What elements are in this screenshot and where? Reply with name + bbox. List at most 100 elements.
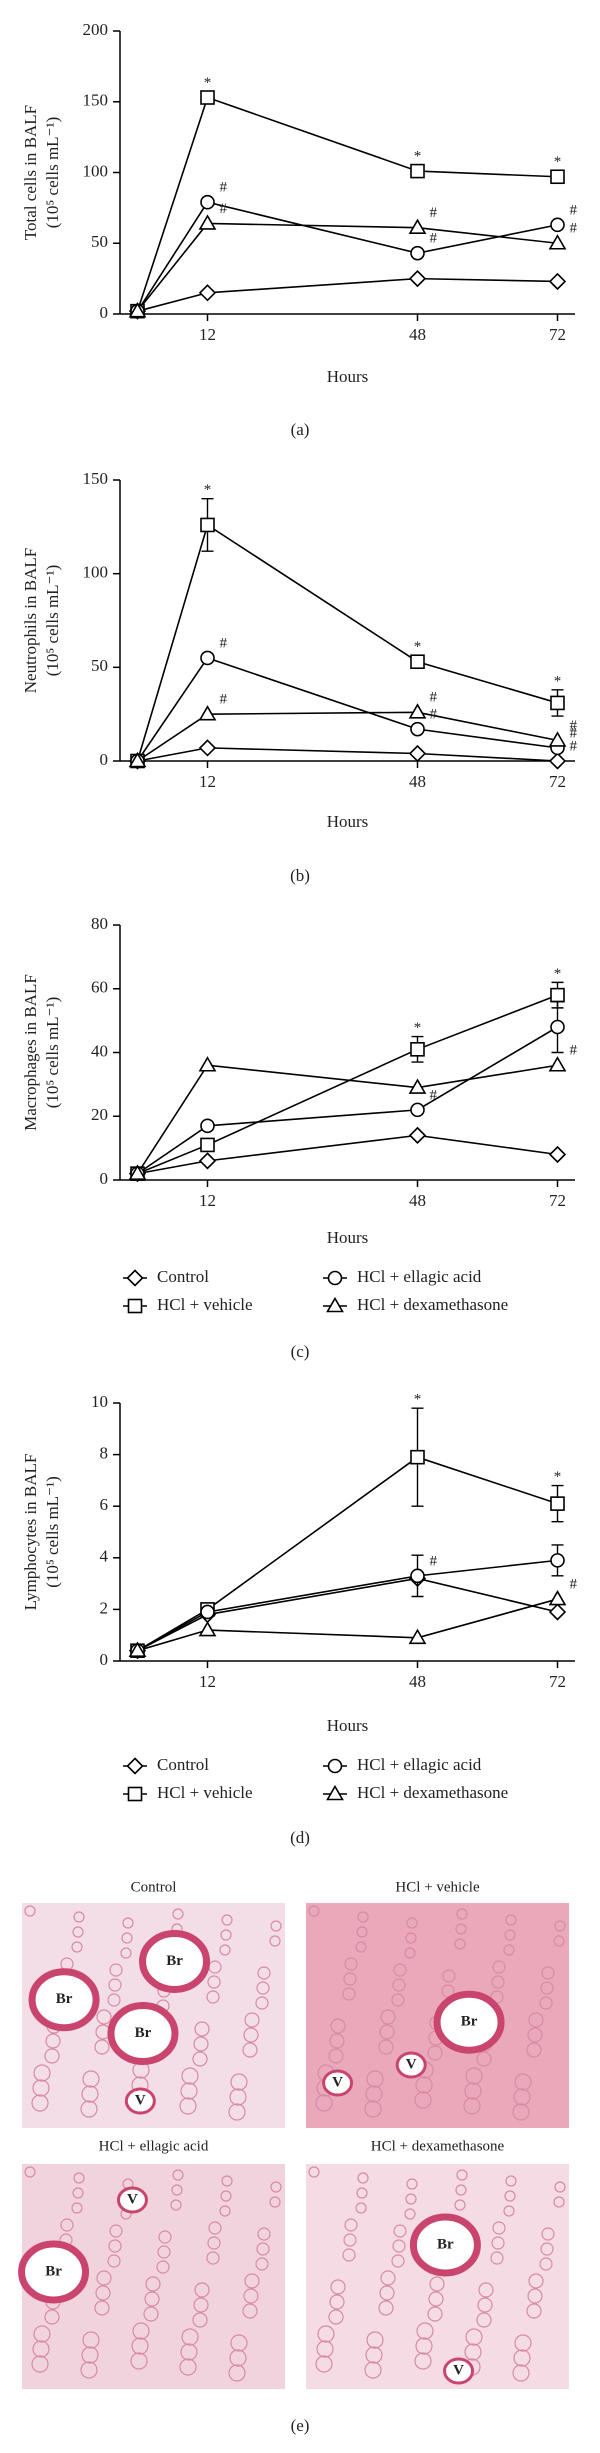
alveolus	[344, 1957, 358, 1971]
marker	[410, 1568, 425, 1584]
alveolus	[316, 2340, 334, 2358]
marker	[326, 1784, 344, 1801]
point-label: *	[554, 673, 562, 689]
marker	[198, 739, 217, 757]
alveolus	[194, 2021, 210, 2037]
alveolus	[242, 2042, 258, 2058]
point-label: #	[220, 201, 228, 217]
alveolus	[442, 1969, 456, 1983]
alveolus	[180, 2343, 198, 2361]
alveolus	[553, 2196, 565, 2208]
y-tick-label: 40	[91, 1041, 108, 1060]
series-line	[136, 222, 558, 312]
point-label: #	[430, 690, 438, 706]
alveolus	[31, 2094, 49, 2112]
alveolus	[180, 2082, 198, 2100]
alveolus	[157, 2245, 171, 2259]
alveolus	[94, 2300, 110, 2316]
alveolus	[255, 2257, 269, 2271]
alveolus	[476, 2312, 492, 2328]
point-label: #	[570, 738, 578, 754]
alveolus	[343, 2233, 357, 2247]
alveolus	[132, 2322, 150, 2340]
alveolus	[357, 2172, 369, 2184]
airway-wall	[28, 1968, 100, 2032]
point-label: #	[570, 1043, 578, 1059]
alveolus	[513, 2088, 531, 2106]
alveolus	[243, 2027, 259, 2043]
marker	[548, 752, 567, 770]
alveolus	[357, 1911, 369, 1923]
y-axis-label: Neutrophils in BALF	[21, 548, 40, 693]
alveolus	[96, 2270, 112, 2286]
legend-label: HCl + dexamethasone	[357, 1295, 508, 1314]
alveolus	[427, 2306, 443, 2322]
alveolus	[379, 2024, 395, 2040]
y-axis-label: (10⁵ cells mL⁻¹)	[43, 565, 62, 677]
alveolus	[257, 1966, 271, 1980]
alveolus	[455, 1923, 467, 1935]
x-axis-label: Hours	[327, 1716, 369, 1735]
alveolus	[228, 2364, 246, 2382]
alveolus	[356, 1926, 368, 1938]
alveolus	[404, 1947, 416, 1959]
marker	[410, 721, 425, 737]
series-line	[137, 1026, 558, 1175]
y-tick-label: 4	[100, 1547, 109, 1566]
y-tick-label: 150	[83, 469, 109, 488]
alveolus	[380, 2270, 396, 2286]
alveolus	[541, 1966, 555, 1980]
legend-label: Control	[157, 1267, 209, 1286]
alveolus	[503, 1944, 515, 1956]
alveolus	[256, 2242, 270, 2256]
alveolus	[404, 2208, 416, 2220]
point-label: *	[414, 639, 422, 655]
alveolus	[172, 1908, 184, 1920]
alveolus	[145, 2276, 161, 2292]
point-label: *	[414, 1020, 422, 1036]
marker	[198, 214, 217, 230]
alveolus	[256, 1981, 270, 1995]
alveolus	[230, 2334, 248, 2352]
marker	[550, 169, 565, 185]
alveolus	[366, 2070, 384, 2088]
alveolus	[513, 2349, 531, 2367]
alveolus	[270, 2181, 282, 2193]
series-line	[137, 1134, 558, 1175]
legend-label: Control	[157, 1755, 209, 1774]
alveolus	[526, 2042, 542, 2058]
y-tick-label: 0	[100, 303, 109, 322]
image-label: Br	[461, 2014, 478, 2030]
x-tick-label: 48	[409, 772, 426, 791]
series-line	[137, 747, 558, 762]
alveolus	[131, 2337, 149, 2355]
x-axis-label: Hours	[327, 367, 369, 386]
airway-wall	[107, 2002, 179, 2065]
alveolus	[206, 2251, 220, 2265]
y-tick-label: 6	[100, 1495, 109, 1514]
alveolus	[505, 2175, 517, 2187]
alveolus	[491, 2236, 505, 2250]
y-tick-label: 2	[100, 1598, 109, 1617]
alveolus	[315, 2355, 333, 2373]
marker	[200, 517, 215, 533]
alveolus	[329, 2294, 345, 2310]
image-title: Control	[131, 1879, 177, 1895]
marker	[126, 1757, 144, 1775]
alveolus	[269, 2196, 281, 2208]
x-tick-label: 72	[549, 772, 566, 791]
marker	[128, 751, 147, 768]
marker	[327, 1758, 343, 1774]
alveolus	[342, 1987, 356, 2001]
alveolus	[465, 2067, 483, 2085]
alveolus	[80, 2361, 98, 2379]
alveolus	[427, 2045, 443, 2061]
marker	[198, 1620, 217, 1637]
alveolus	[393, 2224, 407, 2238]
marker	[327, 1270, 343, 1286]
alveolus	[490, 2251, 504, 2265]
alveolus	[32, 2340, 50, 2358]
alveolus	[143, 2306, 159, 2322]
marker	[550, 217, 565, 233]
